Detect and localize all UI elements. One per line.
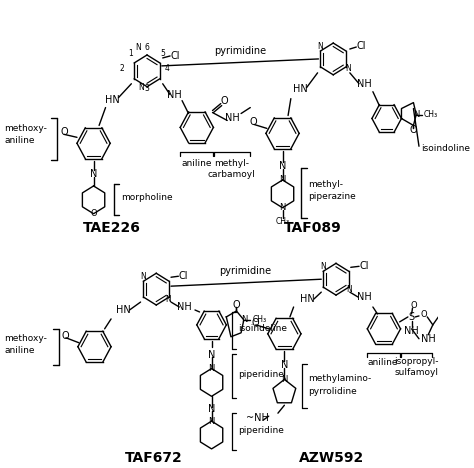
Text: O: O [251, 318, 259, 328]
Text: N: N [209, 364, 215, 373]
Text: aniline: aniline [4, 136, 35, 145]
Text: CH₃: CH₃ [424, 110, 438, 119]
Text: N: N [140, 272, 146, 281]
Text: N: N [318, 42, 323, 51]
Text: N: N [279, 203, 286, 212]
Text: HN: HN [116, 305, 130, 315]
Text: O: O [60, 127, 68, 138]
Text: HN: HN [292, 84, 308, 94]
Text: TAF672: TAF672 [125, 451, 182, 465]
Text: NH: NH [226, 113, 240, 124]
Text: methyl-: methyl- [214, 159, 249, 168]
Text: NH: NH [404, 326, 419, 336]
Text: methyl-: methyl- [309, 181, 343, 190]
Text: CH₃: CH₃ [252, 315, 266, 324]
Text: N: N [209, 417, 215, 425]
Text: TAF089: TAF089 [284, 220, 342, 234]
Text: pyrimidine: pyrimidine [219, 266, 272, 276]
Text: Cl: Cl [356, 41, 366, 51]
Text: AZW592: AZW592 [299, 451, 364, 465]
Text: isoindoline: isoindoline [238, 324, 287, 333]
Text: O: O [90, 209, 97, 218]
Text: Cl: Cl [359, 261, 369, 271]
Text: piperidine: piperidine [238, 425, 284, 435]
Text: 1: 1 [128, 50, 133, 58]
Text: isopropyl-: isopropyl- [394, 357, 438, 366]
Text: TAE226: TAE226 [83, 220, 141, 234]
Text: methoxy-: methoxy- [4, 124, 47, 133]
Text: O: O [410, 125, 417, 135]
Text: piperidine: piperidine [238, 370, 284, 379]
Text: Cl: Cl [178, 271, 188, 281]
Text: methoxy-: methoxy- [4, 334, 47, 343]
Text: CH₃: CH₃ [275, 217, 290, 226]
Text: 2: 2 [120, 65, 125, 73]
Text: O: O [420, 310, 427, 320]
Text: piperazine: piperazine [309, 192, 356, 201]
Text: HN: HN [105, 95, 119, 105]
Text: morpholine: morpholine [121, 193, 173, 202]
Text: N: N [135, 43, 141, 51]
Text: aniline: aniline [182, 159, 212, 168]
Text: pyrimidine: pyrimidine [214, 46, 266, 56]
Text: N: N [281, 375, 288, 384]
Text: NH: NH [167, 90, 182, 100]
Text: N: N [345, 65, 351, 73]
Text: N: N [165, 294, 171, 304]
Text: Cl: Cl [170, 51, 180, 61]
Text: N: N [279, 161, 286, 171]
Text: O: O [221, 95, 228, 106]
Text: N: N [241, 315, 247, 324]
Text: methylamino-: methylamino- [309, 374, 372, 383]
Text: NH: NH [357, 79, 372, 89]
Text: HN: HN [300, 294, 315, 304]
Text: N: N [320, 262, 326, 271]
Text: 5: 5 [160, 50, 165, 58]
Text: N: N [208, 404, 215, 414]
Text: O: O [233, 300, 240, 310]
Text: isoindoline: isoindoline [421, 144, 470, 153]
Text: N: N [138, 83, 145, 92]
Text: carbamoyl: carbamoyl [208, 169, 255, 179]
Text: sulfamoyl: sulfamoyl [394, 368, 438, 377]
Text: N: N [346, 285, 352, 293]
Text: NH: NH [357, 292, 372, 302]
Text: S: S [409, 312, 415, 322]
Text: NH: NH [421, 334, 436, 344]
Text: NH: NH [177, 302, 192, 312]
Text: N: N [208, 350, 215, 359]
Text: N: N [90, 169, 97, 179]
Text: N: N [413, 110, 419, 119]
Text: O: O [61, 331, 69, 341]
Text: N: N [279, 176, 286, 184]
Text: 4: 4 [165, 65, 170, 73]
Text: O: O [410, 300, 417, 309]
Text: ~NH: ~NH [246, 413, 269, 423]
Text: pyrrolidine: pyrrolidine [309, 387, 357, 396]
Text: N: N [281, 359, 288, 370]
Text: 3: 3 [145, 84, 149, 93]
Text: 6: 6 [145, 43, 149, 51]
Text: O: O [249, 117, 257, 127]
Text: aniline: aniline [4, 346, 35, 355]
Text: aniline: aniline [368, 358, 398, 367]
